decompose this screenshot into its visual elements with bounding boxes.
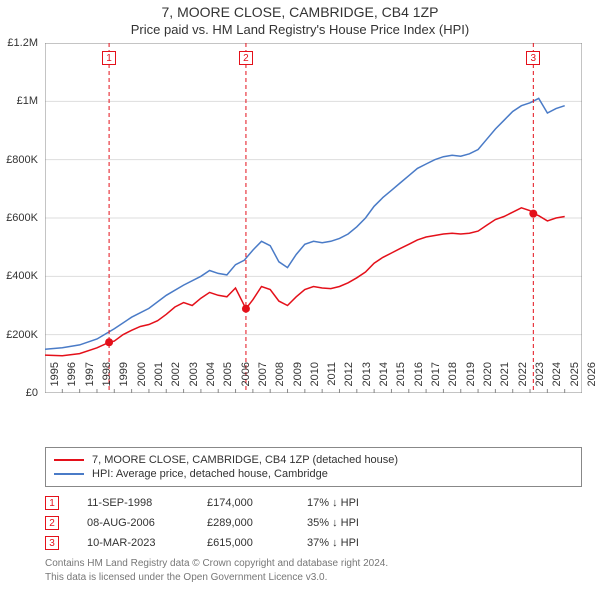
chart-area: £0£200K£400K£600K£800K£1M£1.2M 123 bbox=[45, 43, 582, 393]
x-tick-label: 1999 bbox=[118, 362, 130, 386]
chart-title: 7, MOORE CLOSE, CAMBRIDGE, CB4 1ZP bbox=[0, 4, 600, 20]
x-tick-label: 2002 bbox=[170, 362, 182, 386]
y-tick-label: £400K bbox=[6, 270, 38, 282]
x-tick-label: 2020 bbox=[482, 362, 494, 386]
x-tick-label: 2010 bbox=[309, 362, 321, 386]
x-tick-label: 2022 bbox=[517, 362, 529, 386]
chart-plot bbox=[45, 43, 582, 393]
chart-subtitle: Price paid vs. HM Land Registry's House … bbox=[0, 22, 600, 37]
sale-date: 10-MAR-2023 bbox=[87, 537, 207, 549]
x-tick-label: 2006 bbox=[240, 362, 252, 386]
footer-line: This data is licensed under the Open Gov… bbox=[45, 571, 582, 585]
x-tick-label: 2012 bbox=[343, 362, 355, 386]
x-tick-label: 2009 bbox=[292, 362, 304, 386]
x-tick-label: 1995 bbox=[49, 362, 61, 386]
x-tick-label: 2019 bbox=[465, 362, 477, 386]
x-tick-label: 2013 bbox=[361, 362, 373, 386]
y-axis-labels: £0£200K£400K£600K£800K£1M£1.2M bbox=[0, 43, 42, 393]
footer-attribution: Contains HM Land Registry data © Crown c… bbox=[45, 557, 582, 584]
legend: 7, MOORE CLOSE, CAMBRIDGE, CB4 1ZP (deta… bbox=[45, 447, 582, 487]
y-tick-label: £1M bbox=[17, 95, 38, 107]
y-tick-label: £0 bbox=[26, 387, 38, 399]
legend-label: 7, MOORE CLOSE, CAMBRIDGE, CB4 1ZP (deta… bbox=[92, 454, 398, 466]
legend-item-price-paid: 7, MOORE CLOSE, CAMBRIDGE, CB4 1ZP (deta… bbox=[54, 453, 573, 467]
x-tick-label: 2026 bbox=[586, 362, 598, 386]
x-tick-label: 2001 bbox=[153, 362, 165, 386]
sale-badge: 2 bbox=[45, 516, 59, 530]
x-tick-label: 2024 bbox=[551, 362, 563, 386]
y-tick-label: £800K bbox=[6, 154, 38, 166]
sale-badge: 3 bbox=[45, 536, 59, 550]
sale-badge: 1 bbox=[45, 496, 59, 510]
y-tick-label: £600K bbox=[6, 212, 38, 224]
legend-item-hpi: HPI: Average price, detached house, Camb… bbox=[54, 467, 573, 481]
sale-row: 2 08-AUG-2006£289,00035% ↓ HPI bbox=[45, 513, 582, 533]
sale-date: 11-SEP-1998 bbox=[87, 497, 207, 509]
x-tick-label: 2018 bbox=[447, 362, 459, 386]
sale-price: £174,000 bbox=[207, 497, 307, 509]
x-tick-label: 2003 bbox=[188, 362, 200, 386]
legend-label: HPI: Average price, detached house, Camb… bbox=[92, 468, 328, 480]
x-tick-label: 2014 bbox=[378, 362, 390, 386]
legend-swatch bbox=[54, 473, 84, 475]
x-tick-label: 2000 bbox=[136, 362, 148, 386]
y-tick-label: £1.2M bbox=[7, 37, 38, 49]
sale-price: £615,000 bbox=[207, 537, 307, 549]
sale-marker-badge: 3 bbox=[526, 51, 540, 65]
sale-date: 08-AUG-2006 bbox=[87, 517, 207, 529]
x-axis-labels: 1995 1996 1997 1998 1999 2000 2001 2002 2003 2004… bbox=[45, 362, 582, 412]
legend-swatch bbox=[54, 459, 84, 461]
x-tick-label: 2004 bbox=[205, 362, 217, 386]
x-tick-label: 2011 bbox=[326, 362, 338, 386]
x-tick-label: 2023 bbox=[534, 362, 546, 386]
y-tick-label: £200K bbox=[6, 329, 38, 341]
x-tick-label: 2008 bbox=[274, 362, 286, 386]
x-tick-label: 1998 bbox=[101, 362, 113, 386]
sale-marker-badge: 1 bbox=[102, 51, 116, 65]
sale-row: 3 10-MAR-2023£615,00037% ↓ HPI bbox=[45, 533, 582, 553]
x-tick-label: 2021 bbox=[499, 362, 511, 386]
sale-marker-badge: 2 bbox=[239, 51, 253, 65]
x-tick-label: 2007 bbox=[257, 362, 269, 386]
x-tick-label: 2025 bbox=[569, 362, 581, 386]
x-tick-label: 2005 bbox=[222, 362, 234, 386]
sale-change: 17% ↓ HPI bbox=[307, 497, 359, 509]
footer-line: Contains HM Land Registry data © Crown c… bbox=[45, 557, 582, 571]
x-tick-label: 2015 bbox=[395, 362, 407, 386]
x-tick-label: 1996 bbox=[66, 362, 78, 386]
sales-table: 1 11-SEP-1998£174,00017% ↓ HPI 2 08-AUG-200… bbox=[45, 493, 582, 553]
sale-row: 1 11-SEP-1998£174,00017% ↓ HPI bbox=[45, 493, 582, 513]
x-tick-label: 2016 bbox=[413, 362, 425, 386]
sale-change: 37% ↓ HPI bbox=[307, 537, 359, 549]
x-tick-label: 1997 bbox=[84, 362, 96, 386]
sale-price: £289,000 bbox=[207, 517, 307, 529]
x-tick-label: 2017 bbox=[430, 362, 442, 386]
sale-change: 35% ↓ HPI bbox=[307, 517, 359, 529]
